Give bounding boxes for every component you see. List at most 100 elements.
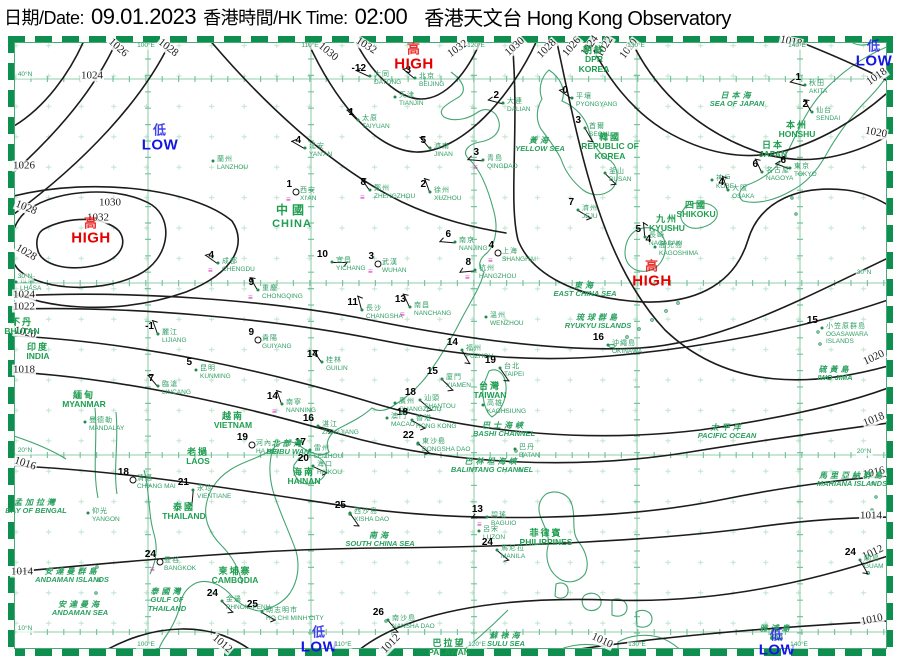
station-name: 金邊 PHNOM-PENH [226,596,270,611]
sea-label: 巴士海峽 BASHI CHANNEL [473,421,535,439]
country-label-zh: 印度 [26,341,50,352]
sea-label-en: BASHI CHANNEL [472,429,536,439]
station-temperature: 25 [334,500,346,511]
sea-label: 巴林坦海峽 BALINTANG CHANNEL [451,457,533,475]
country-label: 泰國 THAILAND [162,502,205,522]
weather-symbol-icon: ≡ [208,266,213,275]
longitude-label: 130°E [626,41,646,50]
station-marker-icon [248,441,256,449]
latitude-label: 10°N [16,624,34,633]
station-name-zh: 北京 [419,73,435,80]
station-marker-icon [410,418,414,422]
station-temperature: 18 [396,407,408,418]
longitude-label: 120°E [466,41,486,50]
station-name-en: OSAKA [732,192,755,200]
station-name: 太原 TAIYUAN [362,115,390,130]
sea-label: 馬里亞納群島 MARIANA ISLANDS [817,471,887,489]
station-temperature: 5 [635,224,641,235]
isobar-value-label: 1024 [80,69,104,82]
station-name-en: KAGOSHIMA [659,249,699,257]
station-temperature: 8 [360,177,366,188]
sea-label-en: MARIANA ISLANDS [816,479,888,489]
station-name-en: KUNMING [200,372,231,380]
station-name: 大連 DALIAN [507,98,530,113]
station-temperature: 2 [802,99,808,110]
station-marker-icon [356,118,360,122]
station-temperature: 3 [473,147,479,158]
station-marker-icon [501,101,505,105]
latitude-label: 40°N [16,70,34,79]
sea-label-zh: 南海 [369,531,391,541]
weather-symbol-icon: ≡ [368,267,373,276]
station-name-en: HANGZHOU [479,272,517,280]
station-temperature: 6 [752,159,758,170]
station-name-zh: 麗江 [162,329,178,336]
station-marker-icon [494,249,502,257]
station-name-en: WENZHOU [490,319,524,327]
station-temperature: 24 [481,537,493,548]
station-name-zh: 鹿兒島 [659,242,683,249]
station-name: 北京 BEIJING [419,73,444,88]
station-marker-icon [320,360,324,364]
weather-symbol-icon: ≡ [465,273,470,282]
station-marker-icon [513,447,517,451]
station-name-en: YAN'AN [309,150,333,158]
sea-label: 太平洋 PACIFIC OCEAN [698,423,757,441]
station-marker-icon [810,110,814,114]
station-name: 湛江 ZHANJIANG [322,421,359,436]
station-name: 香港 HONG KONG [416,415,456,430]
station-name: 澳門 MACAO [391,413,415,428]
wind-barb-icon [332,262,347,264]
station-marker-icon [156,384,160,388]
country-label-en: KYUSHU [649,223,685,234]
station-name-en: ZHANJIANG [322,428,359,436]
station-name-en: SENDAI [816,114,841,122]
station-name-en: XI'AN [300,194,317,202]
station-name-zh: 高雄 [487,400,503,407]
sea-label-en: RYUKYU ISLANDS [564,321,632,331]
station-name-zh: 平壤 [576,93,592,100]
station-name-zh: 仙台 [816,107,832,114]
station-name: 鹿兒島 KAGOSHIMA [659,242,698,257]
station-name: 福州 FUZHOU [466,345,493,360]
station-name-en: CHANGSHA [366,312,403,320]
station-name-en: FUZHOU [466,352,494,360]
country-label-zh: 海南 [292,466,315,477]
station-temperature: 14 [266,391,278,402]
station-name: 西安 XI'AN [300,187,316,202]
station-marker-icon [86,511,90,515]
station-name-en: NANNING [286,406,316,414]
station-name-en: CHENGDU [222,265,255,273]
station-temperature: 10 [316,249,328,260]
station-name: 巴丹 BATAN [519,444,540,459]
isobar-value-label: 1026 [12,159,36,172]
station-marker-icon [603,171,607,175]
station-name-zh: 濟州 [582,205,598,212]
country-label-en: CHINA [272,217,312,230]
pressure-system-label: 高 HIGH [632,259,672,288]
country-label-en: JAPAN [758,149,788,160]
station-name-en: GUAM [864,562,884,570]
station-name: 仙台 SENDAI [816,107,840,122]
isobar-lines [14,42,887,649]
sea-label-zh: 安達曼群島 [44,567,100,577]
sea-label-en: Yap [769,632,783,642]
graticule-lines [14,42,887,649]
station-temperature: 22 [402,430,414,441]
station-temperature: 5 [420,135,426,146]
station-name-en: MACAO [391,420,415,428]
station-name: 鄭州 ZHENGZHOU [374,185,415,200]
station-marker-icon [606,343,610,347]
station-name: 南寧 NANNING [286,399,316,414]
station-name-zh: 大同 [374,71,390,78]
station-name-zh: 濟南 [434,143,450,150]
station-temperature: 24 [206,588,218,599]
station-marker-icon [820,326,824,330]
station-name: 天津 TIANJIN [399,92,424,107]
country-label: 本州 HONSHU [779,120,816,140]
station-temperature: 6 [445,229,451,240]
station-name: 武漢 WUHAN [382,259,407,274]
station-temperature: 26 [372,607,384,618]
map-frame-top [8,36,893,43]
